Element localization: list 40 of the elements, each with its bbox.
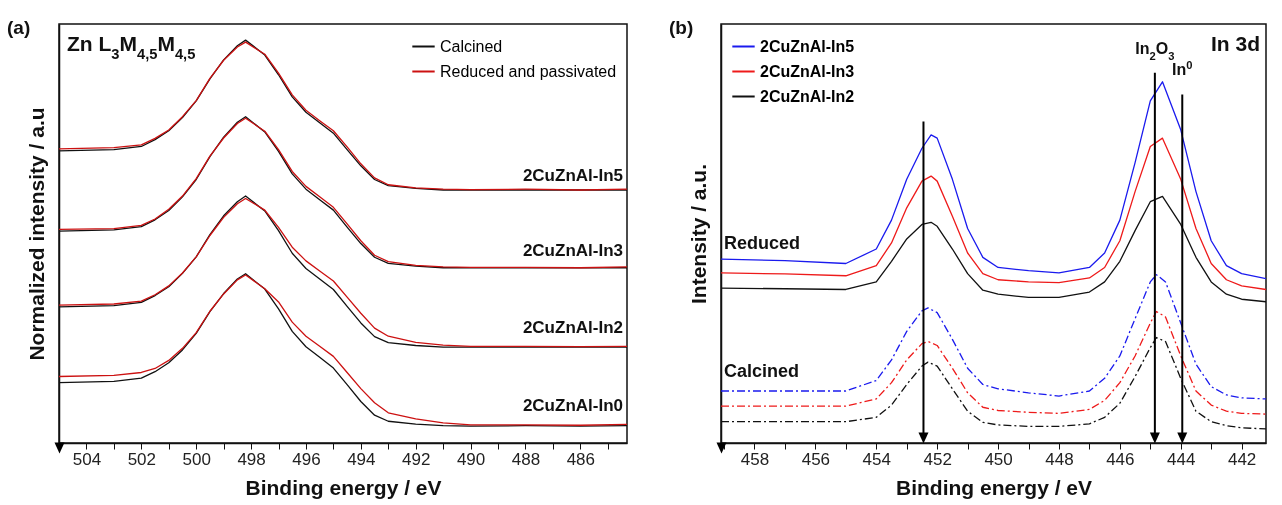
x-tick-label: 490 — [456, 449, 486, 469]
legend-label: Reduced and passivated — [440, 62, 617, 80]
x-tick-label: 488 — [511, 449, 541, 469]
y-axis-title: Normalized intensity / a.u — [24, 107, 48, 361]
x-tick-label: 446 — [1106, 449, 1135, 469]
x-tick-label: 502 — [127, 449, 157, 469]
x-tick-label: 492 — [402, 449, 431, 469]
ref-line-label: In$^{0}$ — [1172, 59, 1193, 79]
legend-label: 2CuZnAl-In5 — [760, 37, 855, 55]
x-tick-label: 444 — [1167, 449, 1196, 469]
chart-title: (b) — [669, 17, 694, 38]
annotation: 2CuZnAl-In3 — [522, 241, 623, 260]
x-tick-label: 450 — [984, 449, 1013, 469]
x-tick-label: 442 — [1227, 449, 1257, 469]
x-tick-label: 456 — [801, 449, 831, 469]
x-tick-label: 498 — [237, 449, 266, 469]
annotation: Calcined — [724, 361, 800, 381]
y-axis-title: Intensity / a.u. — [686, 163, 710, 305]
annotation: Zn L$_{3}$M$_{4,5}$M$_{4,5}$ — [67, 32, 196, 62]
annotation: Reduced — [724, 233, 801, 253]
legend-label: Calcined — [440, 37, 503, 55]
x-tick-label: 452 — [923, 449, 952, 469]
annotation: 2CuZnAl-In2 — [522, 318, 623, 337]
x-tick-label: 458 — [740, 449, 770, 469]
annotation: 2CuZnAl-In5 — [522, 166, 623, 185]
x-tick-label: 494 — [347, 449, 376, 469]
x-tick-label: 454 — [862, 449, 891, 469]
text: In 3d — [1210, 32, 1260, 55]
x-axis-title: Binding energy / eV — [245, 475, 442, 499]
chart-title: (a) — [7, 17, 31, 38]
x-tick-label: 500 — [182, 449, 211, 469]
x-tick-label: 496 — [292, 449, 321, 469]
ref-line-label: In$_{2}$O$_{3}$ — [1135, 39, 1175, 62]
legend-label: 2CuZnAl-In3 — [760, 62, 855, 80]
x-tick-label: 504 — [72, 449, 102, 469]
annotation: 2CuZnAl-In0 — [522, 396, 623, 415]
x-tick-label: 448 — [1045, 449, 1074, 469]
x-axis-title: Binding energy / eV — [895, 475, 1093, 499]
legend-label: 2CuZnAl-In2 — [760, 87, 855, 105]
x-tick-label: 486 — [566, 449, 596, 469]
